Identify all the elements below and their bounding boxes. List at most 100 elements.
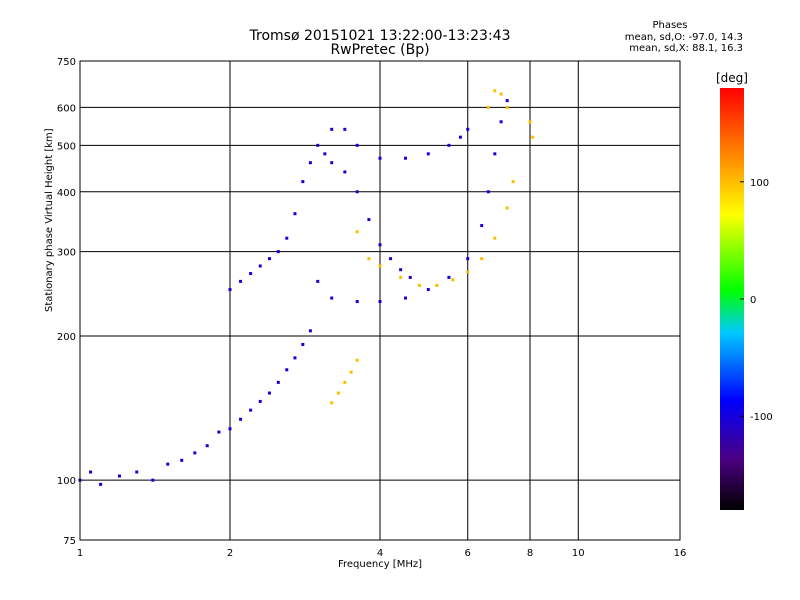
data-point — [228, 288, 232, 292]
data-point — [99, 482, 103, 486]
data-point — [486, 105, 490, 109]
colorbar-tick-label: 0 — [750, 295, 756, 306]
data-point — [330, 401, 334, 405]
data-point — [193, 451, 197, 455]
data-point — [343, 127, 347, 131]
data-point — [505, 206, 509, 210]
data-point — [435, 283, 439, 287]
x-tick-label: 4 — [377, 548, 383, 559]
data-point — [180, 458, 184, 462]
x-axis-ticks: 1 2 4 6 8 10 16 — [77, 548, 687, 559]
y-axis-ticks: 75 100 200 300 400 500 600 750 — [57, 57, 76, 547]
data-point — [355, 230, 359, 234]
data-point — [499, 120, 503, 124]
data-point — [499, 92, 503, 96]
chart-title: Tromsø 20151021 13:22:00-13:23:43 — [249, 28, 511, 44]
data-point — [205, 444, 209, 448]
data-point — [301, 180, 305, 184]
data-point — [267, 257, 271, 261]
phase-stats-x-mode: mean, sd,X: 88.1, 16.3 — [629, 43, 743, 54]
x-tick-label: 6 — [465, 548, 471, 559]
data-point — [239, 279, 243, 283]
colorbar-label: [deg] — [716, 71, 748, 85]
data-point — [330, 161, 334, 165]
data-point — [447, 143, 451, 147]
data-point — [117, 474, 121, 478]
data-point — [486, 190, 490, 194]
data-point — [301, 342, 305, 346]
data-point — [466, 127, 470, 131]
data-point — [378, 264, 382, 268]
data-point — [531, 135, 535, 139]
data-point — [355, 300, 359, 304]
y-tick-label: 400 — [57, 188, 76, 199]
phase-stats-o-mode: mean, sd,O: -97.0, 14.3 — [624, 32, 743, 43]
data-point — [330, 296, 334, 300]
data-point — [349, 370, 353, 374]
data-point — [480, 257, 484, 261]
data-point — [217, 430, 221, 434]
y-tick-label: 500 — [57, 141, 76, 152]
x-tick-label: 16 — [674, 548, 687, 559]
data-point — [480, 224, 484, 228]
data-point — [239, 417, 243, 421]
x-axis-label: Frequency [MHz] — [338, 559, 422, 570]
data-point — [276, 250, 280, 254]
data-point — [285, 368, 289, 372]
data-point — [447, 275, 451, 279]
data-point — [426, 288, 430, 292]
data-point — [493, 152, 497, 156]
data-point — [466, 270, 470, 274]
chart-subtitle: RwPretec (Bp) — [330, 42, 430, 58]
data-point — [135, 470, 139, 474]
data-point — [451, 278, 455, 282]
data-point — [323, 152, 327, 156]
data-point — [330, 127, 334, 131]
data-point — [403, 156, 407, 160]
y-tick-label: 300 — [57, 248, 76, 259]
data-point — [249, 408, 253, 412]
x-tick-label: 2 — [227, 548, 233, 559]
colorbar-tick-label: -100 — [750, 412, 773, 423]
data-point — [367, 257, 371, 261]
data-point — [316, 279, 320, 283]
data-point — [378, 156, 382, 160]
data-point — [276, 380, 280, 384]
plot-frame — [79, 60, 681, 541]
phase-stats-title: Phases — [652, 20, 688, 31]
data-point — [267, 391, 271, 395]
data-point — [378, 243, 382, 247]
data-point — [417, 283, 421, 287]
data-point — [151, 478, 155, 482]
y-tick-label: 600 — [57, 103, 76, 114]
data-point — [249, 272, 253, 276]
data-point — [389, 257, 393, 261]
data-point — [343, 170, 347, 174]
data-point — [308, 161, 312, 165]
grid-lines — [80, 61, 680, 540]
data-point — [258, 399, 262, 403]
data-point — [493, 236, 497, 240]
data-point — [528, 120, 532, 124]
y-tick-label: 200 — [57, 332, 76, 343]
data-point — [293, 212, 297, 216]
data-point — [403, 296, 407, 300]
data-point — [505, 99, 509, 103]
data-point — [399, 268, 403, 272]
data-point — [308, 329, 312, 333]
data-point — [316, 143, 320, 147]
data-point — [466, 257, 470, 261]
data-point — [228, 427, 232, 431]
data-point — [285, 236, 289, 240]
data-point — [426, 152, 430, 156]
colorbar-ticks: -100 0 100 — [740, 178, 773, 423]
data-point — [166, 462, 170, 466]
data-point — [355, 143, 359, 147]
data-point — [89, 470, 93, 474]
data-point — [258, 264, 262, 268]
data-point — [408, 275, 412, 279]
data-point — [505, 105, 509, 109]
data-point — [355, 358, 359, 362]
data-point — [493, 89, 497, 93]
